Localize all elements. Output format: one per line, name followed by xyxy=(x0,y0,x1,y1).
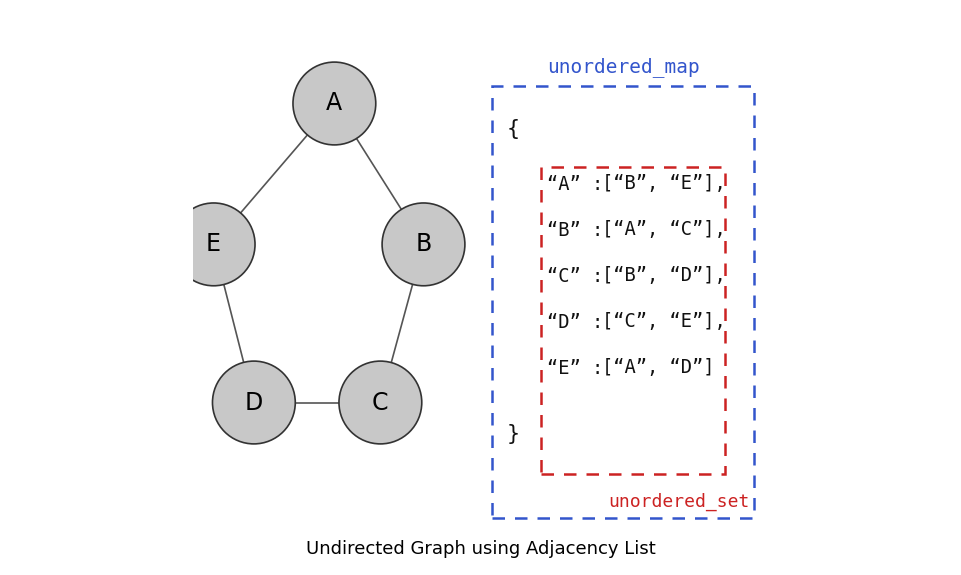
Text: [“A”, “D”]: [“A”, “D”] xyxy=(602,358,713,378)
Text: [“B”, “D”],: [“B”, “D”], xyxy=(602,266,725,286)
Text: {: { xyxy=(506,120,519,139)
Text: “D” :: “D” : xyxy=(547,312,614,332)
Circle shape xyxy=(293,62,376,145)
Text: “E” :: “E” : xyxy=(547,358,614,378)
Text: [“C”, “E”],: [“C”, “E”], xyxy=(602,312,725,332)
Text: C: C xyxy=(372,390,388,415)
Circle shape xyxy=(338,361,421,444)
Text: unordered_map: unordered_map xyxy=(547,58,700,77)
Text: [“B”, “E”],: [“B”, “E”], xyxy=(602,174,725,194)
Text: Undirected Graph using Adjacency List: Undirected Graph using Adjacency List xyxy=(306,540,655,558)
Text: }: } xyxy=(506,424,519,444)
Text: “B” :: “B” : xyxy=(547,220,614,240)
Text: “A” :: “A” : xyxy=(547,174,614,194)
Circle shape xyxy=(382,203,464,286)
Text: [“A”, “C”],: [“A”, “C”], xyxy=(602,220,725,240)
Circle shape xyxy=(172,203,255,286)
Text: “C” :: “C” : xyxy=(547,266,614,286)
Text: unordered_set: unordered_set xyxy=(608,492,750,511)
Text: D: D xyxy=(244,390,262,415)
Text: B: B xyxy=(415,232,431,256)
Circle shape xyxy=(212,361,295,444)
Text: E: E xyxy=(206,232,221,256)
Text: A: A xyxy=(326,91,342,116)
